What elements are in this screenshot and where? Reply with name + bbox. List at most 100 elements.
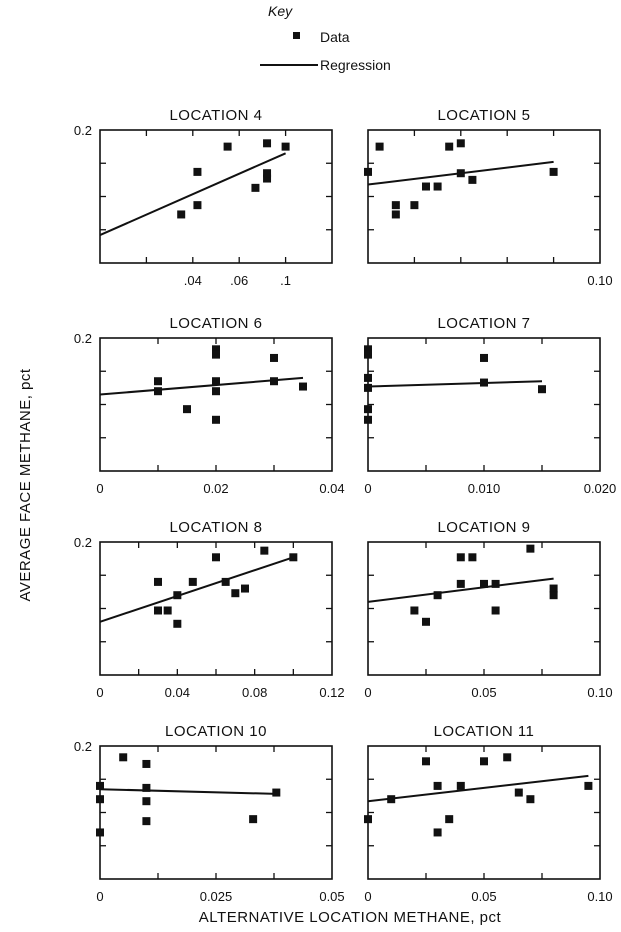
data-point — [468, 553, 477, 562]
data-point — [364, 383, 372, 392]
data-point — [177, 210, 186, 219]
legend: Key Data Regression — [260, 3, 391, 73]
data-point — [456, 169, 465, 178]
regression-line — [367, 774, 589, 803]
data-point — [410, 201, 419, 210]
x-tick-label: .1 — [280, 273, 291, 288]
regression-line — [99, 152, 287, 236]
data-point — [173, 591, 182, 600]
panel-title: LOCATION 10 — [165, 723, 267, 740]
data-point — [193, 201, 202, 210]
legend-title: Key — [268, 3, 293, 19]
x-tick-label: 0 — [96, 481, 103, 496]
data-point — [289, 553, 298, 562]
data-point — [480, 378, 488, 387]
panel-6: LOCATION 9 0 0.05 0.10 — [364, 519, 612, 700]
data-point — [375, 142, 384, 151]
data-point — [445, 815, 454, 824]
data-point — [173, 619, 182, 628]
data-point — [538, 385, 546, 394]
plot-frame — [99, 745, 333, 880]
x-tick-label: 0 — [96, 685, 103, 700]
data-point — [549, 167, 558, 176]
data-point — [422, 757, 430, 766]
data-point — [263, 139, 272, 148]
data-point — [154, 387, 162, 396]
x-tick-label: 0.04 — [165, 685, 190, 700]
x-tick-label: 0.10 — [587, 889, 612, 904]
data-point — [270, 353, 278, 362]
data-point — [231, 589, 240, 598]
data-point — [433, 182, 442, 191]
data-point — [526, 544, 535, 553]
data-point — [221, 577, 230, 586]
plot-frame — [99, 129, 333, 264]
data-point — [212, 377, 220, 386]
data-point — [154, 577, 162, 586]
panel-1: LOCATION 4 .04 .06 .1 0.2 — [74, 107, 333, 288]
y-tick-label: 0.2 — [74, 123, 92, 138]
x-tick-label: 0 — [364, 685, 371, 700]
x-tick-label: 0.04 — [319, 481, 344, 496]
data-point — [433, 591, 442, 600]
data-point — [263, 174, 272, 183]
x-tick-label: 0.05 — [471, 685, 496, 700]
regression-line — [367, 577, 554, 603]
x-tick-label: 0.10 — [587, 273, 612, 288]
panel-title: LOCATION 9 — [437, 519, 530, 536]
data-point — [249, 815, 258, 824]
data-point — [260, 546, 269, 555]
x-tick-label: 0.10 — [587, 685, 612, 700]
data-point — [514, 788, 523, 797]
y-tick-label: 0.2 — [74, 331, 92, 346]
data-point — [119, 753, 128, 762]
legend-data-marker — [293, 32, 300, 39]
data-point — [468, 175, 477, 184]
data-point — [142, 817, 151, 826]
data-point — [456, 781, 465, 790]
data-point — [223, 142, 232, 151]
panel-4: LOCATION 7 0 0.010 0.020 — [364, 315, 616, 496]
data-point — [241, 584, 249, 593]
data-point — [163, 606, 172, 615]
panel-2: LOCATION 5 0.10 — [364, 107, 613, 288]
plot-frame — [367, 541, 601, 676]
data-point — [96, 795, 104, 804]
data-point — [299, 382, 307, 391]
panel-7: LOCATION 10 0 0.025 0.05 0.2 — [74, 723, 345, 904]
data-point — [491, 606, 500, 615]
data-point — [183, 405, 191, 414]
data-point — [456, 579, 465, 588]
data-point — [142, 759, 151, 768]
data-point — [212, 387, 220, 396]
data-point — [364, 373, 372, 382]
x-tick-label: 0.08 — [242, 685, 267, 700]
data-point — [96, 828, 104, 837]
legend-regression-label: Regression — [320, 57, 391, 73]
regression-line — [99, 788, 277, 795]
data-point — [364, 815, 372, 824]
data-point — [188, 577, 197, 586]
data-point — [212, 345, 220, 354]
panel-title: LOCATION 4 — [169, 107, 262, 124]
y-tick-label: 0.2 — [74, 739, 92, 754]
data-point — [251, 183, 260, 192]
data-point — [391, 201, 400, 210]
data-point — [364, 350, 372, 359]
x-tick-label: 0.05 — [471, 889, 496, 904]
data-point — [364, 345, 372, 354]
data-point — [212, 415, 220, 424]
data-point — [584, 781, 593, 790]
panel-title: LOCATION 11 — [434, 723, 535, 740]
plot-frame — [99, 541, 333, 676]
data-point — [154, 377, 162, 386]
x-tick-label: 0.12 — [319, 685, 344, 700]
data-point — [456, 139, 465, 148]
data-point — [410, 606, 419, 615]
data-point — [445, 142, 454, 151]
data-point — [549, 591, 558, 600]
x-tick-label: .04 — [184, 273, 202, 288]
data-point — [364, 405, 372, 414]
